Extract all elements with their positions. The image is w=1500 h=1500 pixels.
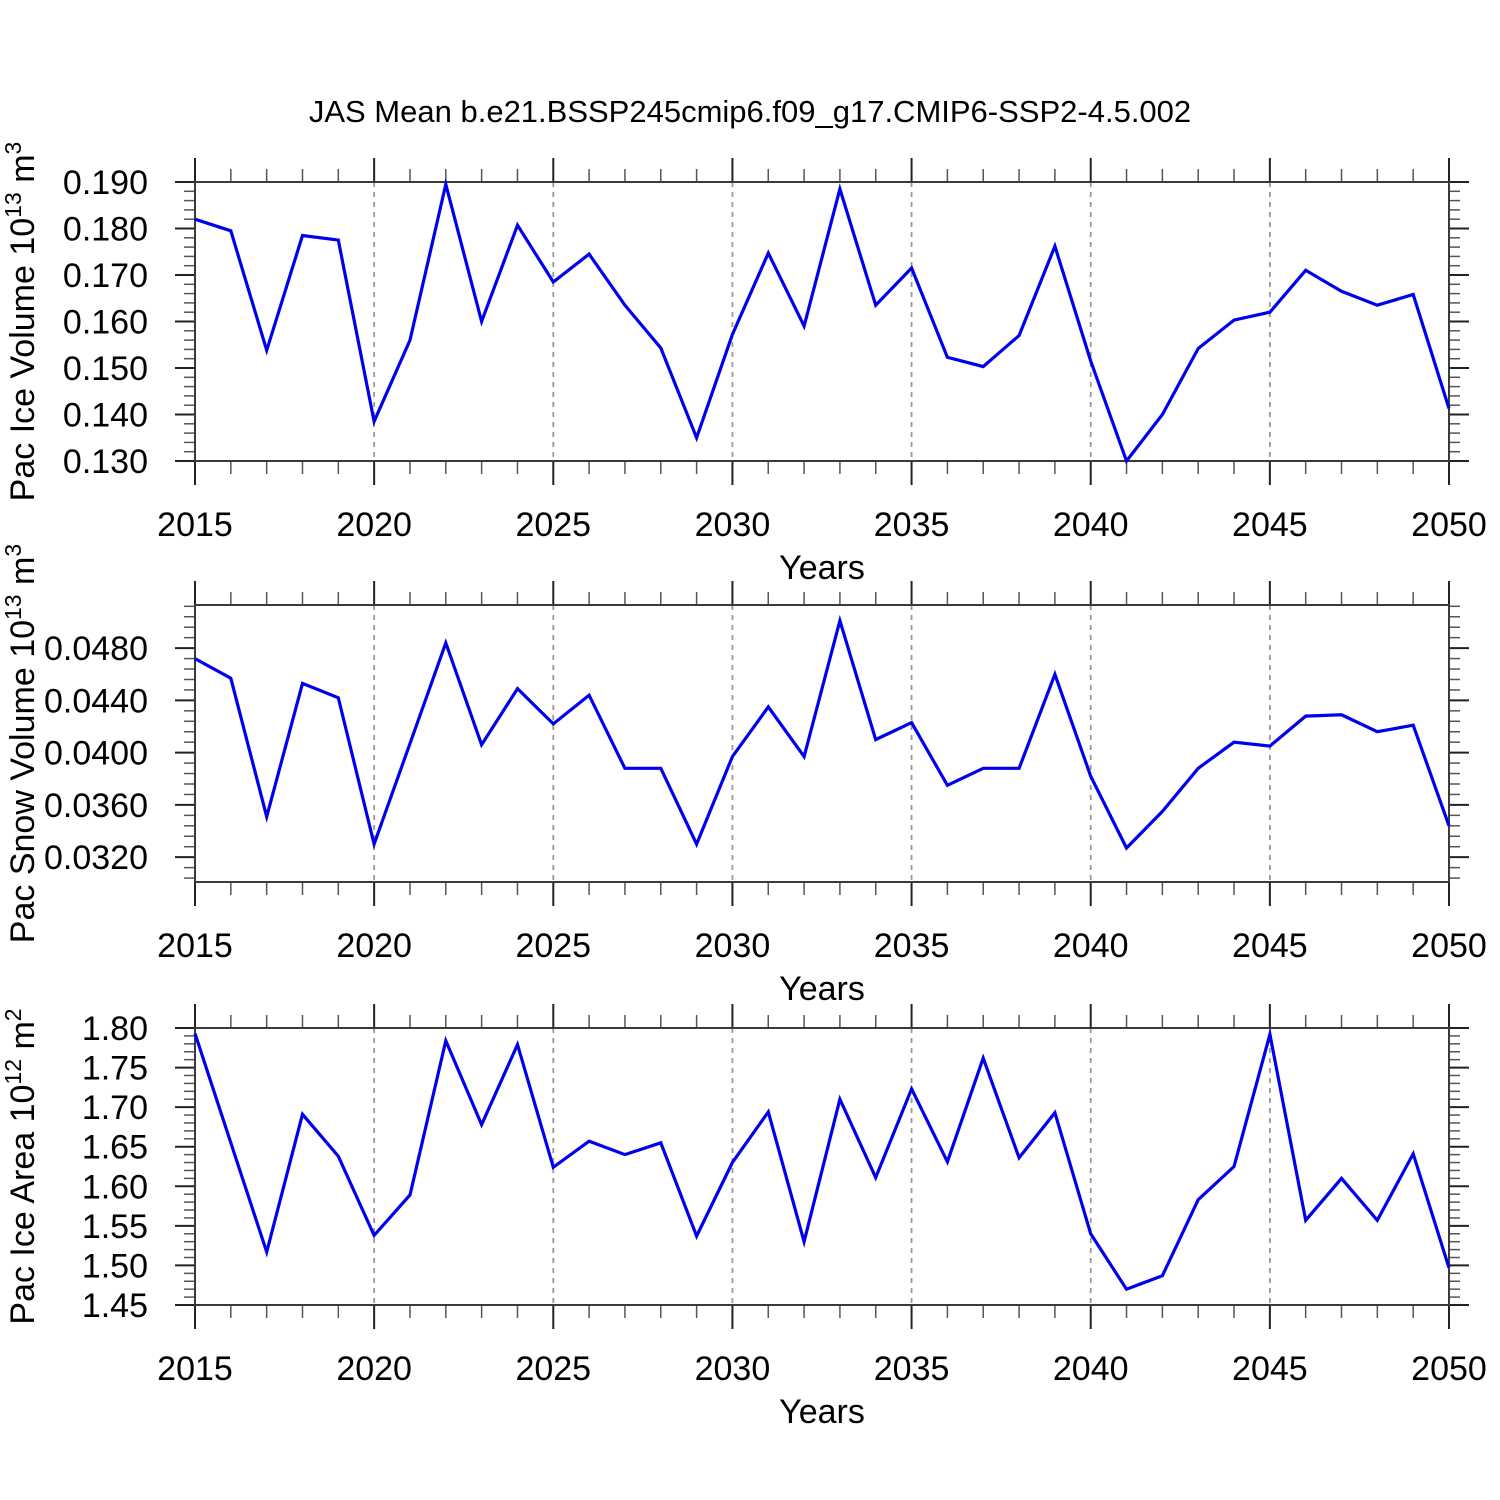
x-tick-label: 2015	[157, 927, 233, 965]
x-tick-label: 2015	[157, 1350, 233, 1388]
x-tick-label: 2045	[1232, 506, 1308, 544]
panel-pac-snow-volume: 0.0480 0.0440 0.0400 0.0360 0.0320 2015 2020 20…	[0, 544, 1487, 1008]
axis-border	[194, 181, 1450, 462]
y-axis-label: Pac Ice Area 1012 m2	[0, 1008, 42, 1324]
x-axis-label: Years	[779, 1393, 865, 1431]
y-tick-label: 0.130	[63, 443, 148, 481]
x-tick-label: 2020	[336, 506, 412, 544]
axis-border	[194, 1027, 1450, 1306]
x-tick-label: 2045	[1232, 1350, 1308, 1388]
y-axis-label: Pac Snow Volume 1013 m3	[0, 544, 42, 943]
y-tick-label: 0.0400	[44, 735, 148, 773]
x-tick-label: 2025	[515, 1350, 591, 1388]
y-tick-label: 0.0320	[44, 839, 148, 877]
y-tick-label: 1.80	[82, 1010, 148, 1048]
y-tick-label: 1.70	[82, 1089, 148, 1127]
x-tick-label: 2020	[336, 1350, 412, 1388]
y-tick-label: 0.140	[63, 397, 148, 435]
x-axis-label: Years	[779, 549, 865, 587]
x-tick-label: 2015	[157, 506, 233, 544]
x-tick-label: 2030	[695, 506, 771, 544]
x-tick-label: 2050	[1411, 927, 1487, 965]
x-tick-label: 2040	[1053, 1350, 1129, 1388]
y-tick-label: 1.65	[82, 1129, 148, 1167]
x-tick-label: 2020	[336, 927, 412, 965]
x-tick-label: 2025	[515, 927, 591, 965]
x-tick-label: 2040	[1053, 927, 1129, 965]
x-tick-label: 2045	[1232, 927, 1308, 965]
y-tick-label: 0.0360	[44, 787, 148, 825]
y-tick-label: 0.190	[63, 164, 148, 202]
x-tick-label: 2030	[695, 1350, 771, 1388]
chart-title: JAS Mean b.e21.BSSP245cmip6.f09_g17.CMIP…	[308, 94, 1192, 129]
data-line-pac-ice-area	[193, 1027, 1451, 1292]
x-tick-label: 2025	[515, 506, 591, 544]
axis-border	[194, 604, 1450, 883]
y-tick-label: 1.50	[82, 1247, 148, 1285]
x-axis-label: Years	[779, 970, 865, 1008]
data-line-pac-ice-volume	[194, 177, 1451, 465]
x-tick-label: 2050	[1411, 506, 1487, 544]
y-tick-label: 0.160	[63, 304, 148, 342]
x-tick-label: 2035	[874, 1350, 950, 1388]
y-tick-label: 1.60	[82, 1168, 148, 1206]
x-tick-label: 2035	[874, 927, 950, 965]
x-tick-label: 2050	[1411, 1350, 1487, 1388]
data-line-pac-snow-volume	[194, 614, 1451, 851]
y-tick-label: 1.45	[82, 1287, 148, 1325]
y-axis-label: Pac Ice Volume 1013 m3	[0, 142, 42, 502]
y-tick-label: 0.0480	[44, 630, 148, 668]
y-tick-label: 0.0440	[44, 682, 148, 720]
y-tick-label: 0.170	[63, 257, 148, 295]
x-tick-label: 2035	[874, 506, 950, 544]
y-tick-label: 1.75	[82, 1050, 148, 1088]
x-tick-label: 2040	[1053, 506, 1129, 544]
y-tick-label: 0.150	[63, 350, 148, 388]
y-tick-label: 1.55	[82, 1208, 148, 1246]
y-tick-label: 0.180	[63, 211, 148, 249]
x-tick-label: 2030	[695, 927, 771, 965]
